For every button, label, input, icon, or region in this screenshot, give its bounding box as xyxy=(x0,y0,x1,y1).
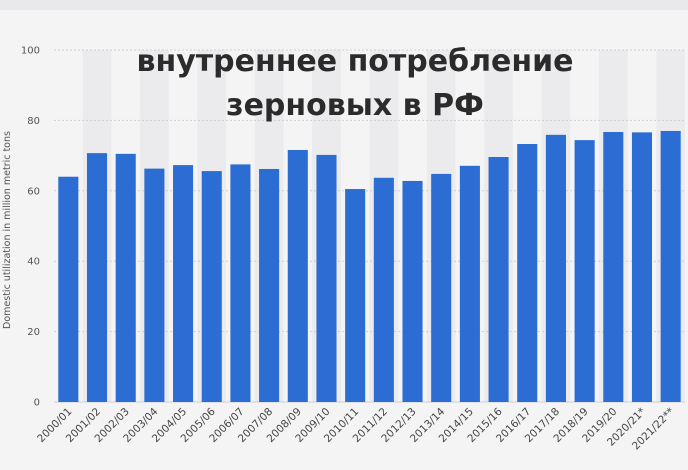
bar xyxy=(545,134,566,402)
bar xyxy=(287,149,308,402)
bar xyxy=(631,132,653,403)
bar xyxy=(230,164,251,402)
bar xyxy=(173,165,194,402)
bar xyxy=(660,130,681,402)
bar xyxy=(459,165,480,402)
bar xyxy=(373,177,394,402)
bar xyxy=(574,140,595,402)
bar xyxy=(316,154,337,402)
bar xyxy=(517,143,538,402)
y-tick-label: 20 xyxy=(27,327,40,338)
bar xyxy=(86,153,108,402)
bar xyxy=(431,173,452,402)
top-strip xyxy=(0,0,688,10)
bar xyxy=(603,132,624,403)
bar xyxy=(58,176,79,402)
chart-title-line-2: зерновых в РФ xyxy=(226,88,484,123)
y-tick-label: 80 xyxy=(27,116,40,127)
y-axis-title: Domestic utilization in million metric t… xyxy=(2,131,13,329)
bar xyxy=(201,171,222,402)
bar xyxy=(402,180,423,402)
y-tick-label: 100 xyxy=(21,46,40,57)
chart-title: внутреннее потребление зерновых в РФ xyxy=(90,40,620,128)
y-tick-label: 60 xyxy=(27,186,40,197)
bar xyxy=(144,168,165,402)
y-tick-label: 0 xyxy=(34,398,40,409)
bar xyxy=(488,157,509,402)
bar xyxy=(115,153,136,402)
bar xyxy=(345,189,366,402)
bar xyxy=(259,168,280,402)
chart-title-line-1: внутреннее потребление xyxy=(136,44,574,79)
y-tick-label: 40 xyxy=(27,257,40,268)
